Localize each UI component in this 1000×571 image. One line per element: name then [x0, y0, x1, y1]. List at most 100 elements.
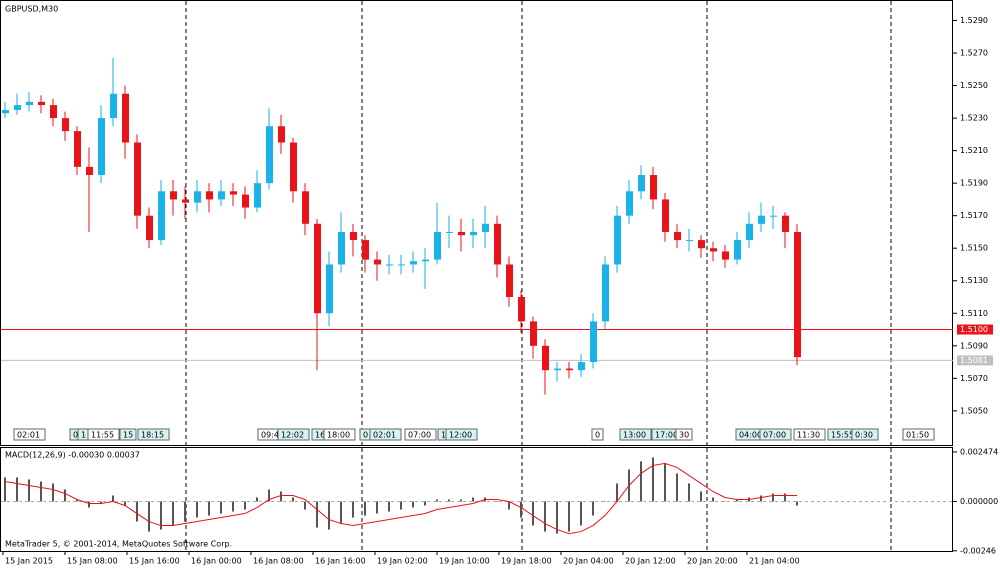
candle-body [470, 231, 477, 236]
macd-bar [772, 493, 774, 502]
candle-body [86, 166, 93, 176]
macd-bar [712, 497, 714, 502]
price-label-box [957, 324, 993, 335]
trade-marker-label: 1 [81, 431, 86, 440]
macd-bar [676, 473, 678, 502]
x-tick-label: 16 Jan 16:00 [315, 557, 366, 566]
trade-marker [851, 428, 879, 441]
candle-body [662, 199, 669, 232]
x-tick-label: 16 Jan 08:00 [253, 557, 304, 566]
copyright: MetaTrader 5, © 2001-2014, MetaQuotes So… [5, 540, 232, 549]
candle-body [218, 191, 225, 200]
y-tick-label: 1.5230 [960, 114, 988, 123]
trade-marker [445, 428, 478, 441]
y-tick-label: 1.5090 [960, 341, 988, 350]
trade-marker-label: 30 [679, 431, 689, 440]
candle-body [758, 215, 765, 224]
macd-bar [292, 497, 294, 502]
symbol-title: GBPUSD,M30 [5, 5, 58, 14]
candle-body [446, 231, 453, 233]
y-tick-label: 1.5130 [960, 276, 988, 285]
candle-body [182, 199, 189, 203]
trade-marker-label: 0 [595, 431, 600, 440]
macd-bar [376, 501, 378, 514]
macd-bar [304, 501, 306, 510]
x-tick-label: 20 Jan 04:00 [563, 557, 614, 566]
trade-marker-label: 13:00 [623, 431, 646, 440]
candle-body [782, 215, 789, 232]
y-tick-label: 1.5150 [960, 244, 988, 253]
candle-body [626, 191, 633, 216]
candle-body [338, 231, 345, 265]
macd-bar [760, 495, 762, 502]
candle-body [686, 240, 693, 242]
price-label: 1.5100 [960, 325, 988, 334]
macd-bar [268, 489, 270, 502]
candle-body [746, 223, 753, 241]
candle-body [74, 131, 81, 167]
macd-bar [688, 483, 690, 502]
macd-bar [700, 491, 702, 502]
macd-bar [340, 501, 342, 524]
trade-marker [591, 428, 604, 441]
macd-bar [520, 501, 522, 518]
candle-body [62, 118, 69, 132]
y-tick-label: 1.5170 [960, 211, 988, 220]
candle-body [674, 231, 681, 241]
trade-marker-label: 11:55 [91, 431, 114, 440]
candle-body [206, 191, 213, 200]
candle-body [734, 240, 741, 260]
candle-body [710, 248, 717, 252]
trade-marker [759, 428, 792, 441]
macd-pane [0, 447, 953, 552]
macd-bar [184, 501, 186, 522]
trade-marker-label: 02:01 [373, 431, 396, 440]
candle-body [530, 321, 537, 346]
y-tick-label: 1.5210 [960, 146, 988, 155]
macd-bar [556, 501, 558, 534]
candle-body [278, 126, 285, 143]
trade-marker-label: 0 [363, 431, 368, 440]
trade-marker [323, 428, 356, 441]
candle-body [14, 105, 21, 110]
macd-bar [352, 501, 354, 518]
candle-body [134, 142, 141, 216]
candle-body [314, 223, 321, 314]
y-tick-label: 1.5110 [960, 309, 988, 318]
candle-body [602, 264, 609, 322]
candle-body [650, 175, 657, 200]
candle-body [194, 191, 201, 203]
y-tick-label: 1.5190 [960, 179, 988, 188]
candle-body [170, 191, 177, 200]
macd-bar [784, 493, 786, 502]
candle-body [566, 368, 573, 371]
macd-bar [256, 497, 258, 502]
macd-bar [220, 501, 222, 514]
trade-marker [619, 428, 652, 441]
macd-bar [4, 477, 6, 502]
y-tick-label: -0.00246 [960, 546, 996, 555]
trade-marker [119, 428, 137, 441]
candle-body [434, 231, 441, 260]
macd-bar [388, 501, 390, 512]
trade-marker [902, 428, 935, 441]
macd-bar [16, 477, 18, 502]
candle-body [614, 215, 621, 265]
candle-body [698, 240, 705, 249]
trade-marker-label: 09:4 [261, 431, 279, 440]
trade-marker-label: 04:00 [739, 431, 762, 440]
macd-bar [592, 501, 594, 516]
y-tick-label: 1.5270 [960, 49, 988, 58]
macd-bar [244, 501, 246, 510]
macd-bar [412, 501, 414, 508]
macd-bar [664, 463, 666, 502]
candle-body [482, 223, 489, 232]
candle-body [410, 261, 417, 265]
macd-bar [52, 483, 54, 502]
candle-body [122, 93, 129, 143]
y-tick-label: 0.000000 [960, 497, 998, 506]
macd-bar [208, 501, 210, 516]
macd-bar [160, 501, 162, 530]
candle-body [326, 264, 333, 314]
candle-body [542, 345, 549, 371]
